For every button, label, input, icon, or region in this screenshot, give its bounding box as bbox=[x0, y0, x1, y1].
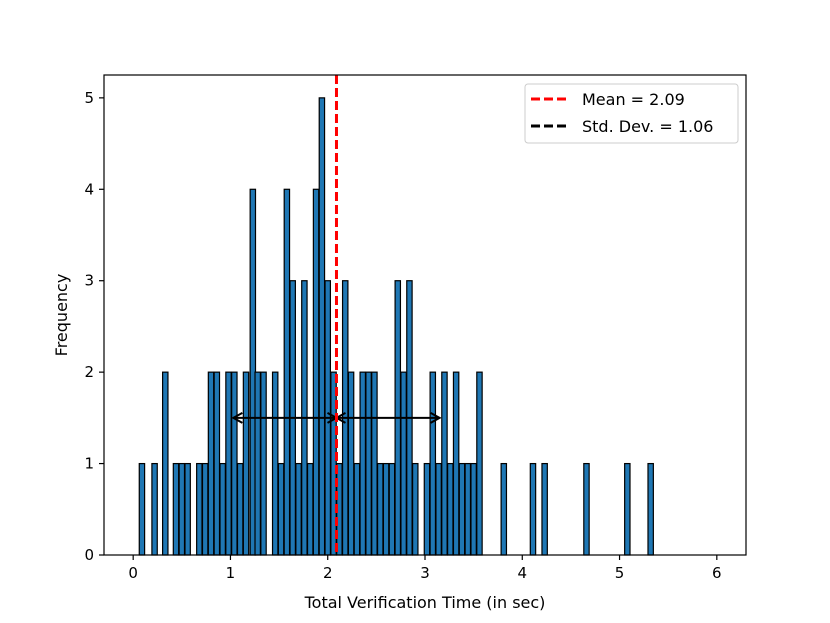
ticks-layer: 0 1 2 3 4 5 6 0 1 2 3 4 5 bbox=[84, 89, 721, 582]
histogram-bar bbox=[441, 371, 448, 556]
histogram-bar bbox=[429, 371, 437, 556]
std-dev-arrowhead-left bbox=[231, 411, 243, 424]
histogram-bar bbox=[178, 462, 186, 556]
histogram-bar bbox=[347, 371, 355, 556]
y-tick-label: 0 bbox=[84, 546, 94, 564]
histogram-bar bbox=[207, 371, 215, 556]
overlay-layer bbox=[231, 75, 442, 555]
histogram-bar bbox=[376, 462, 384, 556]
x-axis-label: Total Verification Time (in sec) bbox=[304, 593, 546, 612]
histogram-bar bbox=[283, 188, 291, 556]
histogram-bar bbox=[388, 462, 396, 556]
histogram-bar bbox=[447, 462, 454, 556]
y-axis-label: Frequency bbox=[52, 274, 71, 357]
histogram-bar bbox=[225, 371, 232, 556]
histogram-bar bbox=[365, 371, 372, 556]
histogram-bar bbox=[318, 97, 326, 556]
histogram-bar bbox=[411, 462, 419, 556]
histogram-bar bbox=[295, 462, 302, 556]
histogram-bar bbox=[242, 371, 250, 556]
histogram-bar bbox=[476, 371, 483, 556]
histogram-bar bbox=[260, 371, 267, 556]
histogram-bar bbox=[371, 371, 378, 556]
histogram-bar bbox=[312, 188, 320, 556]
histogram-bar bbox=[500, 462, 508, 556]
histogram-bar bbox=[201, 462, 209, 556]
histogram-bar bbox=[236, 462, 244, 556]
histogram-bar bbox=[330, 371, 337, 556]
histogram-bar bbox=[624, 462, 631, 556]
histogram-bar bbox=[400, 371, 407, 556]
x-tick-label: 3 bbox=[420, 564, 430, 582]
histogram-bar bbox=[458, 462, 466, 556]
histogram-bar bbox=[196, 462, 203, 556]
histogram-bar bbox=[359, 371, 367, 556]
legend-box bbox=[524, 83, 739, 144]
histogram-bar bbox=[435, 462, 442, 556]
histogram-bar bbox=[231, 371, 238, 556]
histogram-bar bbox=[184, 462, 191, 556]
x-tick-label: 2 bbox=[323, 564, 333, 582]
x-tick-label: 6 bbox=[712, 564, 722, 582]
histogram-bar bbox=[277, 462, 285, 556]
legend-mean-label: Mean = 2.09 bbox=[582, 90, 685, 109]
histogram-bar bbox=[541, 462, 548, 556]
histogram-bar bbox=[151, 462, 158, 556]
histogram-bar bbox=[529, 462, 537, 556]
histogram-bar bbox=[470, 462, 477, 556]
y-tick-label: 1 bbox=[84, 455, 94, 473]
std-dev-arrowhead-right bbox=[430, 411, 442, 424]
y-tick-label: 3 bbox=[84, 272, 94, 290]
x-tick-label: 4 bbox=[517, 564, 527, 582]
histogram-bar bbox=[583, 462, 590, 556]
legend: Mean = 2.09 Std. Dev. = 1.06 bbox=[524, 83, 739, 144]
histogram-bar bbox=[306, 462, 314, 556]
x-tick-label: 1 bbox=[226, 564, 236, 582]
histogram-bar bbox=[254, 371, 261, 556]
legend-std-label: Std. Dev. = 1.06 bbox=[582, 117, 713, 136]
x-tick-label: 5 bbox=[615, 564, 625, 582]
histogram-bar bbox=[138, 462, 146, 556]
histogram-bar bbox=[452, 371, 460, 556]
y-tick-label: 2 bbox=[84, 363, 94, 381]
histogram-bar bbox=[219, 462, 226, 556]
histogram-bar bbox=[353, 462, 361, 556]
histogram-bar bbox=[647, 462, 654, 556]
histogram-bar bbox=[172, 462, 180, 556]
histogram-bar bbox=[382, 462, 390, 556]
histogram-bar bbox=[423, 462, 431, 556]
histogram-bar bbox=[162, 371, 169, 556]
y-tick-label: 5 bbox=[84, 89, 94, 107]
x-tick-label: 0 bbox=[128, 564, 138, 582]
histogram-bar bbox=[213, 371, 221, 556]
histogram-bar bbox=[271, 371, 279, 556]
y-tick-label: 4 bbox=[84, 180, 94, 198]
histogram-bar bbox=[464, 462, 472, 556]
